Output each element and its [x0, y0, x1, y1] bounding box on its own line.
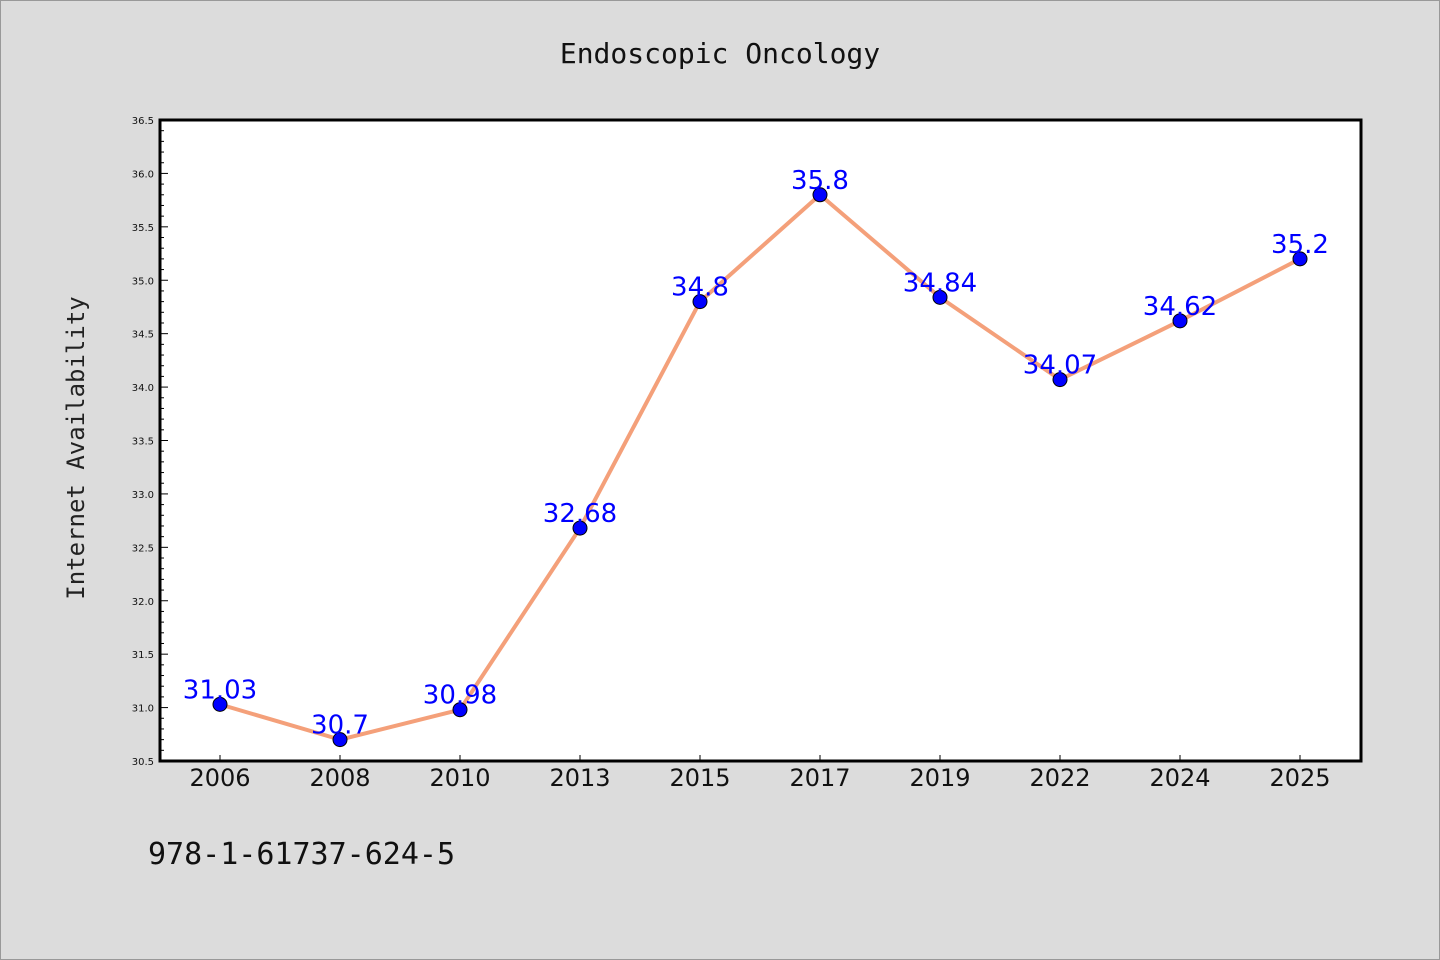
x-tick-label: 2025 — [1269, 764, 1330, 792]
x-axis-ticks: 2006 2008 2010 2013 2015 2017 2019 2022 2024 2025 — [189, 755, 1331, 792]
data-point — [572, 520, 588, 536]
x-tick-label: 2015 — [669, 764, 730, 792]
y-axis-ticks: 30.5 31.0 31.5 32.0 32.5 33.0 33.5 34.0 34.5 35.0… — [132, 116, 168, 768]
x-tick-label: 2019 — [909, 764, 970, 792]
y-tick-label: 31.5 — [132, 650, 154, 661]
y-tick-label: 34.0 — [132, 383, 154, 394]
data-label: 35.8 — [791, 166, 849, 196]
y-tick-label: 30.5 — [132, 757, 154, 768]
data-label: 35.2 — [1271, 230, 1329, 260]
y-tick-label: 36.0 — [132, 169, 154, 180]
y-axis-label: Internet Availability — [62, 296, 90, 599]
data-point — [332, 732, 348, 748]
x-tick-label: 2008 — [309, 764, 370, 792]
data-label: 34.07 — [1023, 351, 1097, 381]
x-tick-label: 2024 — [1149, 764, 1210, 792]
data-point — [932, 289, 948, 305]
y-tick-label: 33.5 — [132, 437, 154, 448]
data-label-layer: 31.03 30.7 30.98 32.68 34.8 35.8 34.84 34.07 34.… — [183, 166, 1329, 741]
y-tick-label: 32.0 — [132, 597, 154, 608]
series-layer — [212, 187, 1308, 748]
data-point — [212, 696, 228, 712]
data-label: 30.98 — [423, 681, 497, 711]
data-label: 30.7 — [311, 711, 369, 741]
y-tick-label: 34.5 — [132, 330, 154, 341]
y-tick-label: 33.0 — [132, 490, 154, 501]
x-tick-label: 2006 — [189, 764, 250, 792]
data-label: 34.84 — [903, 268, 977, 298]
chart-title: Endoscopic Oncology — [560, 37, 880, 70]
data-point — [1172, 313, 1188, 329]
series-line — [219, 192, 1301, 742]
x-tick-label: 2022 — [1029, 764, 1090, 792]
y-tick-label: 36.5 — [132, 116, 154, 127]
y-tick-label: 31.0 — [132, 704, 154, 715]
data-point — [1052, 372, 1068, 388]
data-label: 34.62 — [1143, 292, 1217, 322]
data-point — [452, 702, 468, 718]
y-tick-label: 35.5 — [132, 223, 154, 234]
x-tick-label: 2013 — [549, 764, 610, 792]
x-tick-label: 2010 — [429, 764, 490, 792]
data-point — [1292, 251, 1308, 267]
y-tick-label: 32.5 — [132, 543, 154, 554]
footnote: 978-1-61737-624-5 — [148, 837, 455, 872]
data-point — [812, 187, 828, 203]
y-tick-label: 35.0 — [132, 276, 154, 287]
data-label: 31.03 — [183, 675, 257, 705]
plot-area — [158, 118, 1363, 763]
data-label: 32.68 — [543, 499, 617, 529]
data-label: 34.8 — [671, 273, 729, 303]
x-tick-label: 2017 — [789, 764, 850, 792]
data-point — [692, 294, 708, 310]
